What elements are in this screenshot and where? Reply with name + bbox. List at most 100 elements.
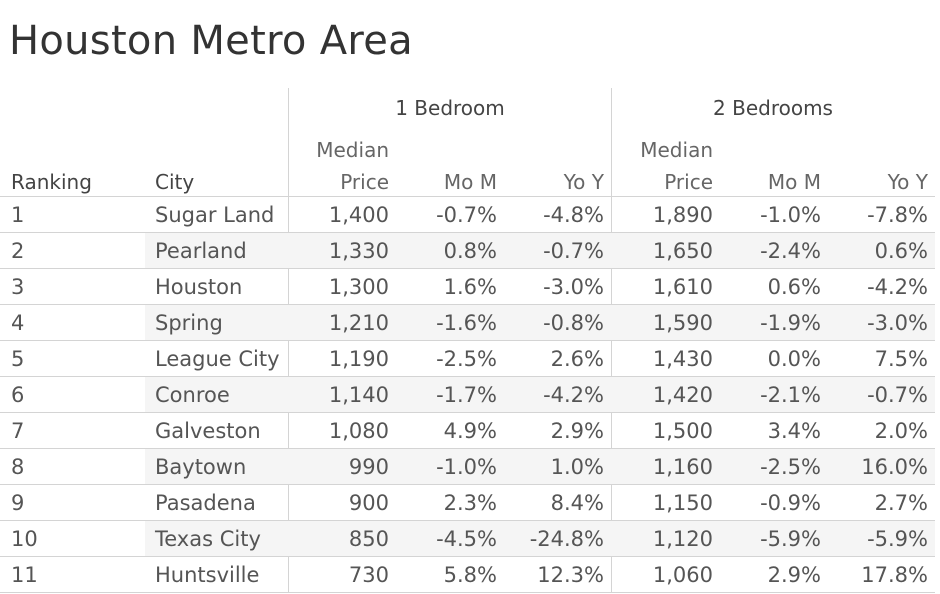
cell-city: Conroe (155, 383, 230, 407)
header-rule (0, 196, 935, 197)
row-divider (0, 484, 935, 485)
cell-2br-median-price: 1,160 (652, 455, 713, 479)
cell-ranking: 4 (11, 311, 25, 335)
cell-ranking: 7 (11, 419, 25, 443)
cell-2br-yoy: 16.0% (861, 455, 928, 479)
row-divider (0, 448, 935, 449)
column-header-ranking: Ranking (11, 170, 92, 194)
cell-ranking: 10 (11, 527, 38, 551)
cell-2br-yoy: 2.0% (874, 419, 928, 443)
row-divider (0, 376, 935, 377)
row-band (145, 305, 935, 341)
cell-ranking: 8 (11, 455, 25, 479)
cell-2br-median-price: 1,150 (652, 491, 713, 515)
cell-ranking: 1 (11, 203, 25, 227)
cell-2br-median-price: 1,650 (652, 239, 713, 263)
cell-ranking: 9 (11, 491, 25, 515)
cell-2br-median-price: 1,430 (652, 347, 713, 371)
cell-2br-median-price: 1,060 (652, 563, 713, 587)
cell-1br-mom: 5.8% (443, 563, 497, 587)
cell-2br-yoy: 7.5% (874, 347, 928, 371)
row-band (145, 233, 935, 269)
cell-2br-median-price: 1,890 (652, 203, 713, 227)
cell-ranking: 6 (11, 383, 25, 407)
column-header-1br-mom: Mo M (443, 170, 497, 194)
cell-1br-yoy: -24.8% (529, 527, 604, 551)
cell-1br-mom: 1.6% (443, 275, 497, 299)
row-band (145, 377, 935, 413)
cell-1br-median-price: 1,140 (328, 383, 389, 407)
cell-1br-mom: -0.7% (436, 203, 497, 227)
cell-2br-median-price: 1,420 (652, 383, 713, 407)
cell-1br-yoy: -4.2% (543, 383, 604, 407)
cell-2br-yoy: 0.6% (874, 239, 928, 263)
cell-1br-median-price: 1,210 (328, 311, 389, 335)
cell-1br-mom: -2.5% (436, 347, 497, 371)
cell-2br-yoy: 17.8% (861, 563, 928, 587)
cell-2br-mom: 3.4% (767, 419, 821, 443)
row-band (145, 449, 935, 485)
column-header-2br-mom: Mo M (767, 170, 821, 194)
cell-ranking: 11 (11, 563, 38, 587)
cell-1br-yoy: 12.3% (537, 563, 604, 587)
cell-1br-yoy: 2.6% (550, 347, 604, 371)
cell-1br-yoy: -4.8% (543, 203, 604, 227)
group-header-2-bedrooms: 2 Bedrooms (713, 96, 833, 120)
cell-ranking: 2 (11, 239, 25, 263)
row-divider (0, 304, 935, 305)
cell-2br-yoy: -4.2% (867, 275, 928, 299)
column-header-1br-median: Median (316, 138, 389, 162)
cell-city: Baytown (155, 455, 247, 479)
column-header-2br-median: Median (640, 138, 713, 162)
cell-1br-median-price: 990 (348, 455, 389, 479)
cell-2br-median-price: 1,500 (652, 419, 713, 443)
cell-city: League City (155, 347, 280, 371)
cell-1br-mom: 4.9% (443, 419, 497, 443)
cell-2br-mom: -0.9% (760, 491, 821, 515)
cell-city: Pasadena (155, 491, 256, 515)
cell-1br-yoy: -3.0% (543, 275, 604, 299)
row-divider (0, 232, 935, 233)
cell-city: Spring (155, 311, 223, 335)
column-header-2br-price: Price (664, 170, 713, 194)
cell-2br-mom: 0.0% (767, 347, 821, 371)
cell-ranking: 5 (11, 347, 25, 371)
column-header-1br-price: Price (340, 170, 389, 194)
cell-ranking: 3 (11, 275, 25, 299)
cell-2br-mom: 2.9% (767, 563, 821, 587)
cell-1br-yoy: 8.4% (550, 491, 604, 515)
cell-2br-median-price: 1,120 (652, 527, 713, 551)
cell-2br-median-price: 1,590 (652, 311, 713, 335)
cell-1br-mom: 2.3% (443, 491, 497, 515)
cell-city: Pearland (155, 239, 247, 263)
cell-2br-mom: 0.6% (767, 275, 821, 299)
cell-1br-yoy: -0.7% (543, 239, 604, 263)
cell-1br-yoy: -0.8% (543, 311, 604, 335)
cell-city: Houston (155, 275, 243, 299)
column-header-city: City (155, 170, 195, 194)
cell-2br-mom: -1.0% (760, 203, 821, 227)
cell-1br-mom: -4.5% (436, 527, 497, 551)
cell-1br-median-price: 900 (348, 491, 389, 515)
row-divider (0, 268, 935, 269)
cell-1br-median-price: 1,080 (328, 419, 389, 443)
cell-2br-mom: -2.1% (760, 383, 821, 407)
cell-2br-yoy: 2.7% (874, 491, 928, 515)
row-band (145, 521, 935, 557)
cell-2br-yoy: -7.8% (867, 203, 928, 227)
row-divider (0, 520, 935, 521)
cell-city: Sugar Land (155, 203, 275, 227)
cell-2br-mom: -5.9% (760, 527, 821, 551)
column-header-1br-yoy: Yo Y (563, 170, 604, 194)
cell-1br-median-price: 850 (348, 527, 389, 551)
cell-1br-mom: -1.6% (436, 311, 497, 335)
cell-2br-yoy: -5.9% (867, 527, 928, 551)
cell-1br-mom: -1.7% (436, 383, 497, 407)
cell-city: Galveston (155, 419, 261, 443)
cell-1br-median-price: 730 (348, 563, 389, 587)
cell-2br-yoy: -3.0% (867, 311, 928, 335)
group-header-1-bedroom: 1 Bedroom (395, 96, 505, 120)
row-divider (0, 412, 935, 413)
cell-1br-median-price: 1,330 (328, 239, 389, 263)
cell-1br-median-price: 1,190 (328, 347, 389, 371)
